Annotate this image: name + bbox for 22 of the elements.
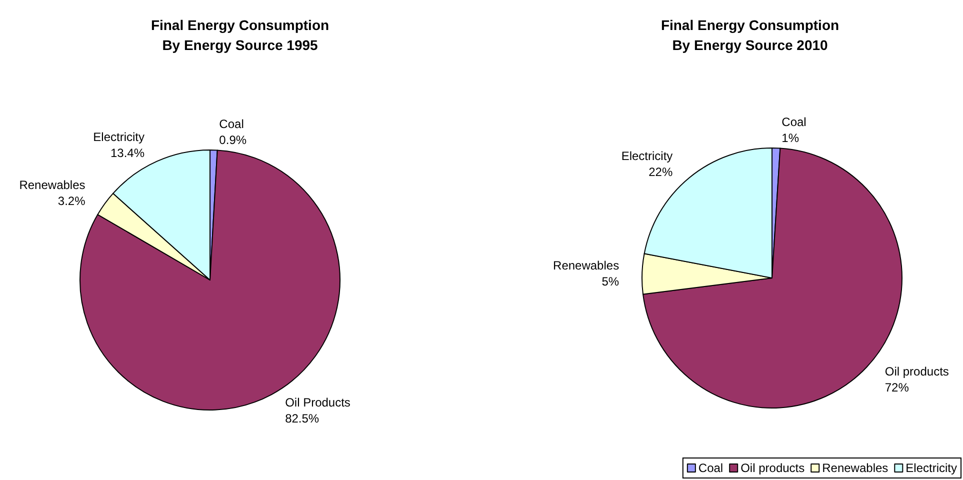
data-label: 1%: [782, 131, 800, 146]
slice-label: Renewables: [553, 258, 620, 272]
data-label: 5%: [602, 274, 620, 288]
slice-label: Coal: [219, 117, 244, 132]
legend-label: Oil products: [740, 461, 805, 475]
chart-title: Final Energy Consumption By Energy Source 1995: [150, 17, 330, 53]
data-label: 0.9%: [219, 133, 247, 148]
data-label: 13.4%: [110, 146, 145, 160]
data-label: 3.2%: [58, 194, 86, 208]
data-label: 82.5%: [285, 411, 320, 426]
slice-label: Electricity: [621, 148, 673, 163]
data-label: 72%: [884, 380, 910, 394]
slice-label: Oil Products: [285, 395, 350, 410]
slice-label: Coal: [782, 115, 806, 130]
legend-label: Electricity: [906, 461, 958, 475]
legend-label: Renewables: [822, 461, 888, 475]
slice-label: Renewables: [19, 178, 86, 192]
slice-label: Electricity: [93, 130, 145, 144]
data-label: 22%: [648, 164, 673, 179]
chart-title: Final Energy Consumption By Energy Source 2010: [660, 17, 840, 53]
legend-label: Coal: [698, 461, 724, 475]
slice-label: Oil products: [884, 364, 949, 378]
